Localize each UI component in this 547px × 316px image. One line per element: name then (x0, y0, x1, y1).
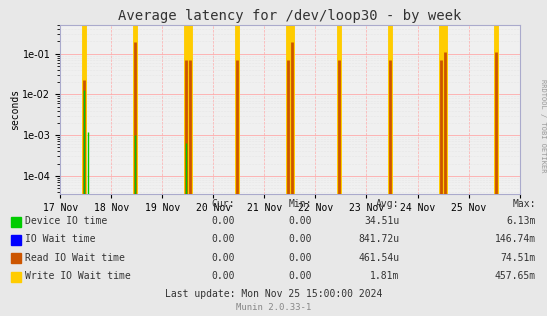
Text: 1.81m: 1.81m (370, 271, 399, 281)
Text: 0.00: 0.00 (288, 234, 312, 244)
Text: 0.00: 0.00 (212, 234, 235, 244)
Text: Write IO Wait time: Write IO Wait time (25, 271, 131, 281)
Text: RRDTOOL / TOBI OETIKER: RRDTOOL / TOBI OETIKER (540, 79, 546, 173)
Text: 0.00: 0.00 (288, 216, 312, 226)
Text: Cur:: Cur: (212, 199, 235, 209)
Text: Last update: Mon Nov 25 15:00:00 2024: Last update: Mon Nov 25 15:00:00 2024 (165, 289, 382, 299)
Text: 0.00: 0.00 (288, 271, 312, 281)
Text: IO Wait time: IO Wait time (25, 234, 96, 244)
Title: Average latency for /dev/loop30 - by week: Average latency for /dev/loop30 - by wee… (118, 9, 462, 23)
Text: 461.54u: 461.54u (358, 252, 399, 263)
Text: 34.51u: 34.51u (364, 216, 399, 226)
Text: 146.74m: 146.74m (495, 234, 536, 244)
Text: Read IO Wait time: Read IO Wait time (25, 252, 125, 263)
Text: Max:: Max: (513, 199, 536, 209)
Text: 0.00: 0.00 (288, 252, 312, 263)
Text: 841.72u: 841.72u (358, 234, 399, 244)
Text: Device IO time: Device IO time (25, 216, 107, 226)
Text: Avg:: Avg: (376, 199, 399, 209)
Text: 0.00: 0.00 (212, 271, 235, 281)
Text: 0.00: 0.00 (212, 216, 235, 226)
Y-axis label: seconds: seconds (10, 89, 20, 131)
Text: Min:: Min: (288, 199, 312, 209)
Text: 457.65m: 457.65m (495, 271, 536, 281)
Text: 74.51m: 74.51m (501, 252, 536, 263)
Text: Munin 2.0.33-1: Munin 2.0.33-1 (236, 303, 311, 312)
Text: 6.13m: 6.13m (507, 216, 536, 226)
Text: 0.00: 0.00 (212, 252, 235, 263)
